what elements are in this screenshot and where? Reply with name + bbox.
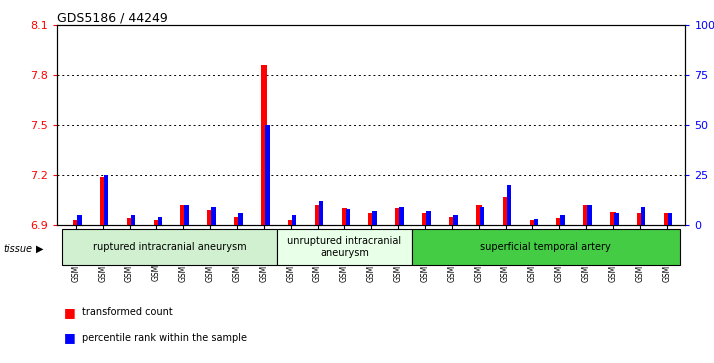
Bar: [396, 208, 401, 225]
Bar: [158, 217, 162, 225]
Bar: [560, 215, 565, 225]
Text: ruptured intracranial aneurysm: ruptured intracranial aneurysm: [93, 242, 247, 252]
Bar: [368, 213, 374, 225]
Bar: [373, 211, 377, 225]
Bar: [154, 220, 159, 225]
Bar: [292, 215, 296, 225]
Bar: [556, 219, 562, 225]
Bar: [583, 205, 589, 225]
Bar: [73, 220, 79, 225]
Bar: [449, 217, 455, 225]
Bar: [318, 201, 323, 225]
Bar: [641, 207, 645, 225]
Bar: [63, 229, 277, 265]
Bar: [131, 215, 136, 225]
Bar: [668, 213, 673, 225]
Bar: [530, 220, 536, 225]
Bar: [315, 205, 321, 225]
Text: unruptured intracranial
aneurysm: unruptured intracranial aneurysm: [287, 236, 401, 258]
Text: ■: ■: [64, 306, 76, 319]
Bar: [261, 65, 267, 225]
Bar: [480, 207, 484, 225]
Bar: [399, 207, 404, 225]
Bar: [426, 211, 431, 225]
Bar: [422, 213, 428, 225]
Text: superficial temporal artery: superficial temporal artery: [481, 242, 611, 252]
Bar: [277, 229, 411, 265]
Bar: [100, 177, 106, 225]
Bar: [104, 175, 109, 225]
Bar: [184, 205, 189, 225]
Bar: [453, 215, 458, 225]
Text: ■: ■: [64, 331, 76, 344]
Bar: [238, 213, 243, 225]
Bar: [637, 213, 643, 225]
Bar: [77, 215, 81, 225]
Bar: [664, 213, 670, 225]
Bar: [614, 213, 618, 225]
Bar: [265, 125, 270, 225]
Text: GDS5186 / 44249: GDS5186 / 44249: [57, 11, 168, 24]
Bar: [507, 185, 511, 225]
Bar: [533, 219, 538, 225]
Text: percentile rank within the sample: percentile rank within the sample: [82, 333, 247, 343]
Text: ▶: ▶: [36, 244, 43, 254]
Bar: [503, 197, 508, 225]
Text: tissue: tissue: [4, 244, 33, 254]
Bar: [610, 212, 615, 225]
Bar: [207, 210, 213, 225]
Bar: [288, 220, 293, 225]
Bar: [346, 209, 350, 225]
Text: transformed count: transformed count: [82, 307, 173, 317]
Bar: [181, 205, 186, 225]
Bar: [476, 205, 481, 225]
Bar: [587, 205, 592, 225]
Bar: [341, 208, 347, 225]
Bar: [411, 229, 680, 265]
Bar: [234, 217, 240, 225]
Bar: [127, 219, 133, 225]
Bar: [211, 207, 216, 225]
